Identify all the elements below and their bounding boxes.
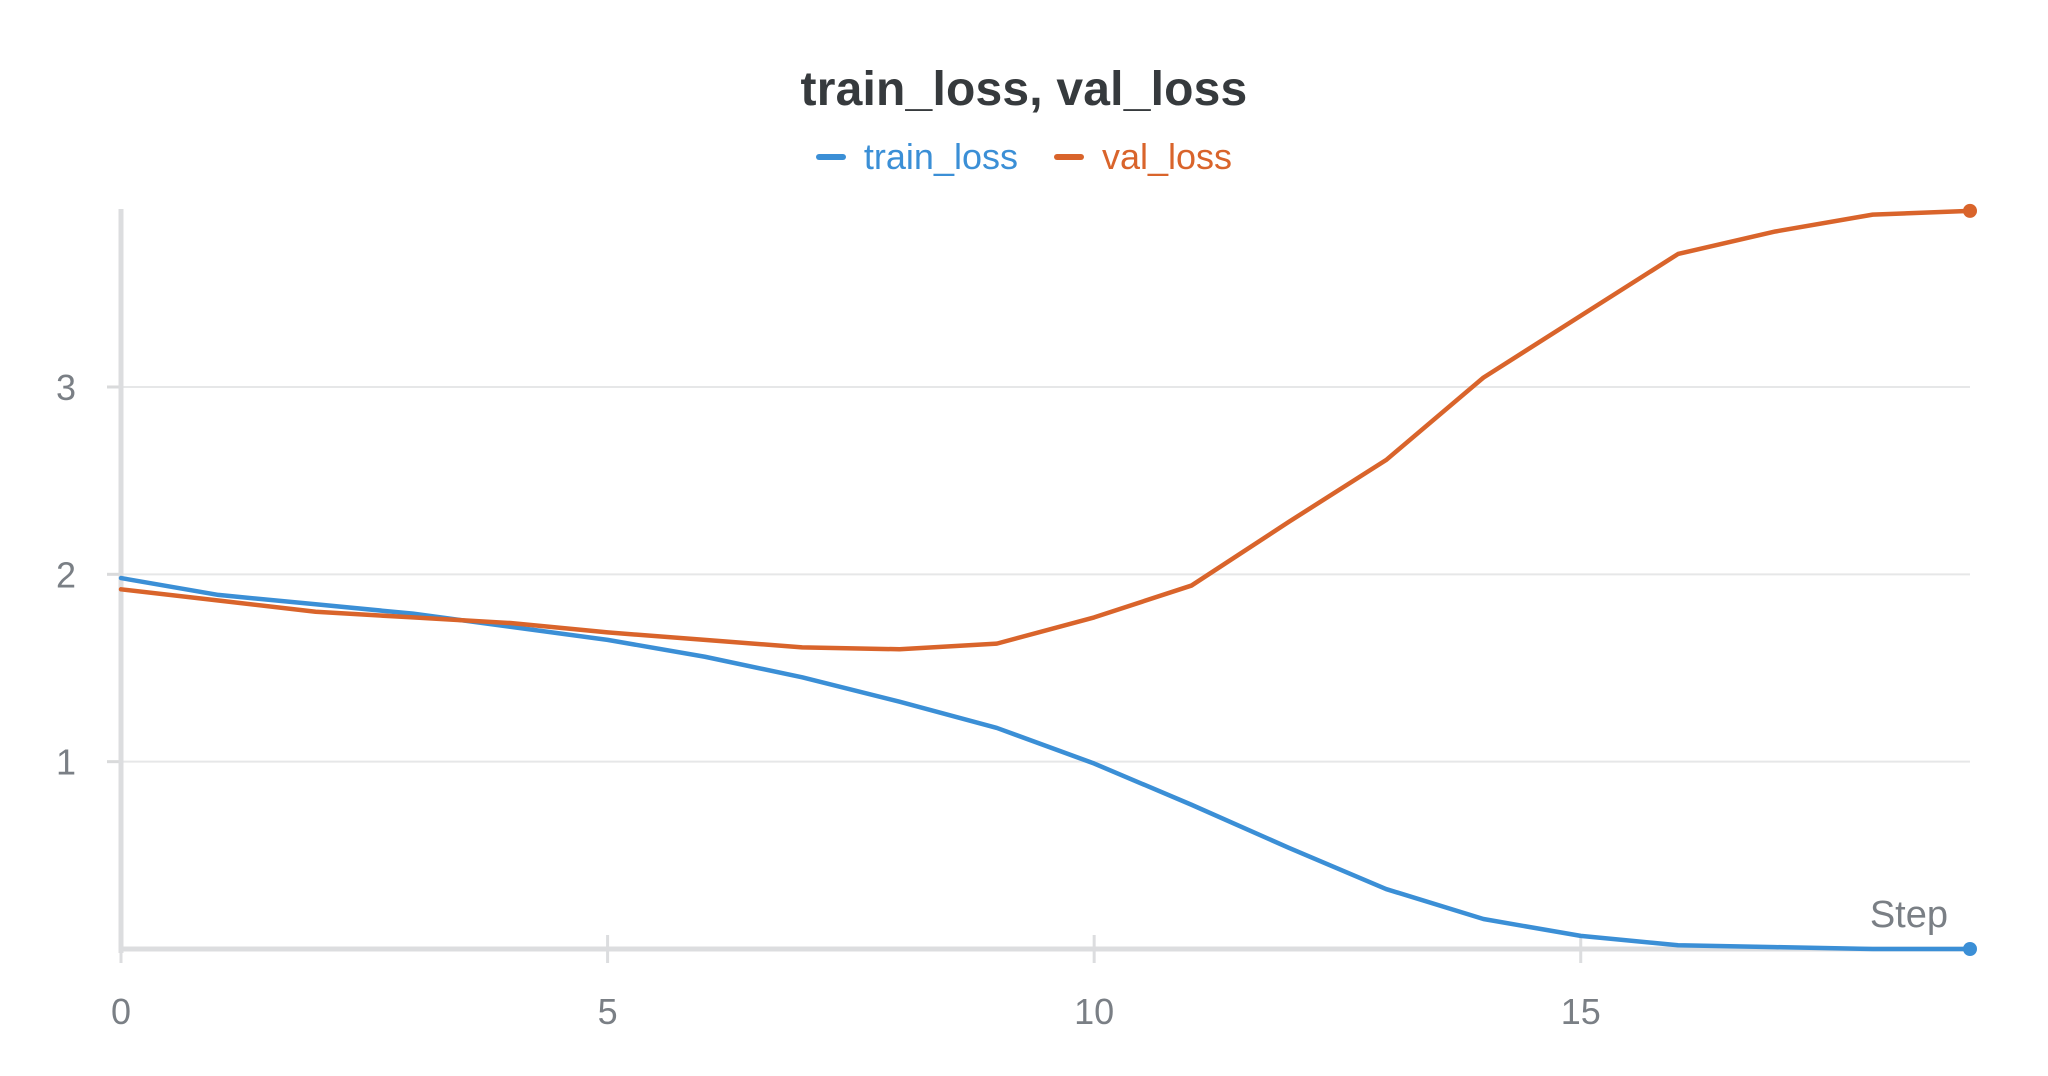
y-tick-label-1: 1 [56, 742, 76, 783]
y-tick-label-3: 3 [56, 367, 76, 408]
series-line-val-loss [118, 208, 1973, 652]
x-axis-title: Step [1870, 894, 1948, 936]
tick-labels: 1 2 3 0 5 10 15 Step [56, 367, 1948, 1032]
legend-item-train-loss[interactable]: train_loss [815, 136, 1018, 178]
x-tick-label-15: 15 [1561, 991, 1601, 1032]
x-tick-label-0: 0 [111, 991, 131, 1032]
y-tick-label-2: 2 [56, 554, 76, 595]
chart-title: train_loss, val_loss [800, 63, 1248, 116]
legend-swatch-val-loss [1054, 154, 1084, 160]
axes [107, 209, 1970, 963]
series-endpoint-val-loss [1963, 203, 1977, 218]
legend-label-val-loss: val_loss [1102, 136, 1233, 177]
x-tick-label-10: 10 [1074, 991, 1114, 1032]
series-endpoint-train-loss [1963, 942, 1977, 956]
legend-item-val-loss[interactable]: val_loss [1054, 136, 1232, 178]
legend-swatch-train-loss [815, 154, 846, 160]
grid-lines [121, 385, 1970, 763]
legend-label-train-loss: train_loss [863, 136, 1018, 177]
series-line-train-loss [118, 575, 1973, 952]
x-tick-label-5: 5 [598, 991, 618, 1032]
chart-legend: train_loss val_loss [0, 136, 2048, 178]
series-lines [118, 203, 1977, 956]
